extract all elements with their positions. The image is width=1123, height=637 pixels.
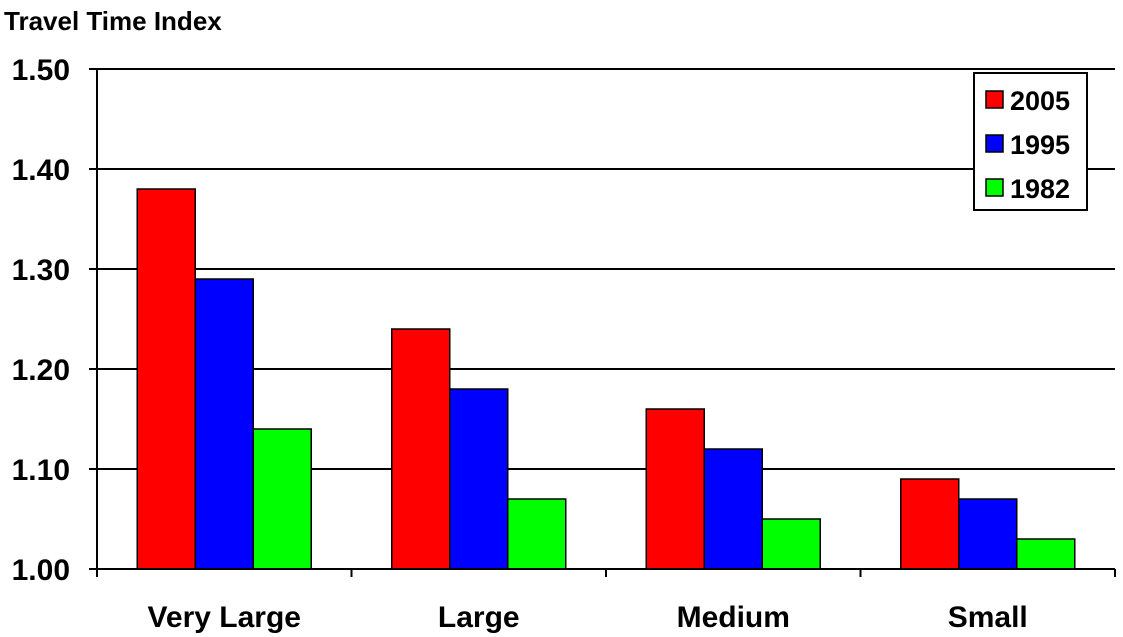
bar-1995-medium <box>703 448 763 570</box>
axes <box>89 68 1116 577</box>
bar-1995-very-large <box>194 278 254 570</box>
x-tick-label: Medium <box>677 601 790 634</box>
legend-swatch <box>985 178 1004 197</box>
bar-1995-large <box>449 388 509 570</box>
legend-label: 1982 <box>1010 174 1070 204</box>
y-tick-label: 1.40 <box>12 154 70 187</box>
bar-2005-large <box>391 328 451 570</box>
bar-1982-large <box>507 498 567 570</box>
bar-2005-medium <box>645 408 705 570</box>
y-tick-label: 1.20 <box>12 354 70 387</box>
legend-label: 1995 <box>1010 130 1070 160</box>
chart-title: Travel Time Index <box>4 6 222 36</box>
legend: 2005 1995 1982 <box>973 72 1088 211</box>
bar-2005-small <box>900 478 960 570</box>
y-tick-label: 1.50 <box>12 54 70 87</box>
legend-label: 2005 <box>1010 86 1070 116</box>
x-tick-label: Large <box>438 601 520 634</box>
bar-1995-small <box>958 498 1018 570</box>
bar-2005-very-large <box>136 188 196 570</box>
x-tick-label: Small <box>948 601 1028 634</box>
y-tick-label: 1.10 <box>12 454 70 487</box>
x-tick-label: Very Large <box>148 601 301 634</box>
y-tick-labels: 1.00 1.10 1.20 1.30 1.40 1.50 <box>12 54 70 587</box>
legend-swatch <box>985 90 1004 109</box>
bar-1982-small <box>1016 538 1076 570</box>
bar-1982-very-large <box>252 428 312 570</box>
y-tick-label: 1.30 <box>12 254 70 287</box>
bars <box>136 188 1076 570</box>
gridlines <box>97 68 1115 470</box>
legend-swatch <box>985 134 1004 153</box>
bar-1982-medium <box>761 518 821 570</box>
x-tick-labels: Very Large Large Medium Small <box>148 601 1028 634</box>
y-tick-label: 1.00 <box>12 554 70 587</box>
